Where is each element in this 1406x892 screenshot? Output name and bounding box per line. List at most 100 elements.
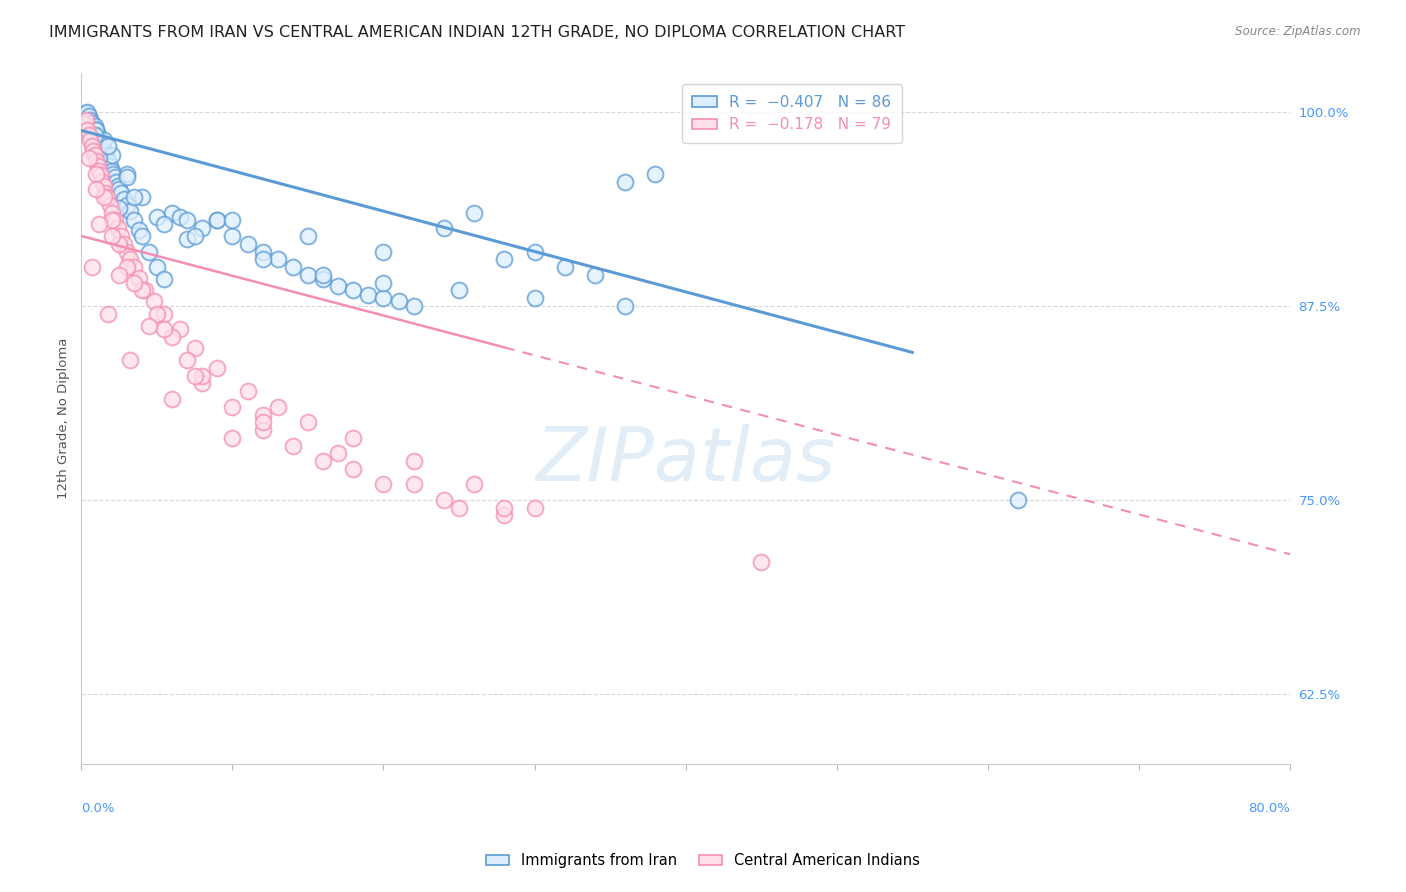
- Point: [183, 341, 205, 355]
- Point: [252, 408, 274, 422]
- Point: [402, 477, 425, 491]
- Point: [433, 492, 456, 507]
- Point: [91, 139, 114, 153]
- Point: [115, 244, 138, 259]
- Point: [252, 244, 274, 259]
- Point: [131, 190, 153, 204]
- Point: [93, 133, 115, 147]
- Point: [75, 106, 97, 120]
- Point: [236, 236, 259, 251]
- Point: [153, 217, 176, 231]
- Point: [312, 272, 335, 286]
- Point: [494, 500, 516, 515]
- Point: [1007, 492, 1029, 507]
- Point: [131, 229, 153, 244]
- Point: [373, 276, 395, 290]
- Point: [86, 123, 108, 137]
- Point: [447, 283, 470, 297]
- Point: [86, 123, 108, 137]
- Point: [614, 299, 637, 313]
- Point: [107, 179, 129, 194]
- Point: [108, 182, 131, 196]
- Point: [221, 213, 243, 227]
- Point: [433, 221, 456, 235]
- Point: [94, 186, 117, 200]
- Point: [146, 211, 169, 225]
- Point: [122, 260, 145, 274]
- Point: [523, 291, 546, 305]
- Point: [100, 205, 122, 219]
- Point: [103, 169, 125, 184]
- Point: [463, 205, 485, 219]
- Point: [100, 163, 122, 178]
- Point: [146, 307, 169, 321]
- Point: [281, 260, 304, 274]
- Point: [96, 190, 118, 204]
- Point: [138, 318, 160, 333]
- Point: [153, 322, 176, 336]
- Point: [97, 307, 120, 321]
- Point: [342, 283, 364, 297]
- Point: [207, 213, 229, 227]
- Point: [89, 152, 111, 166]
- Point: [108, 236, 131, 251]
- Point: [100, 148, 122, 162]
- Point: [107, 221, 129, 235]
- Point: [523, 500, 546, 515]
- Point: [76, 123, 98, 137]
- Point: [176, 353, 198, 368]
- Text: Source: ZipAtlas.com: Source: ZipAtlas.com: [1236, 25, 1361, 38]
- Point: [115, 198, 138, 212]
- Point: [191, 221, 214, 235]
- Point: [93, 179, 115, 194]
- Point: [86, 154, 108, 169]
- Legend: R =  −0.407   N = 86, R =  −0.178   N = 79: R = −0.407 N = 86, R = −0.178 N = 79: [682, 84, 901, 143]
- Point: [357, 288, 380, 302]
- Point: [142, 294, 165, 309]
- Point: [105, 175, 128, 189]
- Point: [83, 128, 105, 142]
- Point: [98, 198, 121, 212]
- Point: [342, 431, 364, 445]
- Point: [115, 169, 138, 184]
- Point: [110, 186, 132, 200]
- Point: [101, 167, 124, 181]
- Point: [494, 252, 516, 267]
- Point: [207, 360, 229, 375]
- Point: [252, 252, 274, 267]
- Point: [89, 163, 111, 178]
- Point: [86, 167, 108, 181]
- Point: [118, 353, 141, 368]
- Point: [115, 167, 138, 181]
- Point: [328, 278, 350, 293]
- Point: [89, 217, 111, 231]
- Point: [103, 213, 125, 227]
- Point: [402, 454, 425, 468]
- Y-axis label: 12th Grade, No Diploma: 12th Grade, No Diploma: [58, 338, 70, 499]
- Text: ZIPatlas: ZIPatlas: [536, 424, 835, 496]
- Point: [96, 152, 118, 166]
- Point: [128, 223, 150, 237]
- Point: [98, 159, 121, 173]
- Point: [583, 268, 606, 282]
- Point: [122, 190, 145, 204]
- Point: [80, 139, 103, 153]
- Point: [183, 229, 205, 244]
- Point: [100, 213, 122, 227]
- Point: [131, 283, 153, 297]
- Point: [77, 152, 100, 166]
- Point: [80, 116, 103, 130]
- Point: [614, 175, 637, 189]
- Point: [236, 384, 259, 399]
- Point: [108, 268, 131, 282]
- Point: [112, 236, 135, 251]
- Point: [297, 268, 319, 282]
- Point: [176, 232, 198, 246]
- Point: [76, 104, 98, 119]
- Point: [183, 368, 205, 383]
- Point: [73, 108, 96, 122]
- Point: [373, 244, 395, 259]
- Point: [169, 322, 191, 336]
- Point: [160, 392, 183, 406]
- Point: [82, 144, 104, 158]
